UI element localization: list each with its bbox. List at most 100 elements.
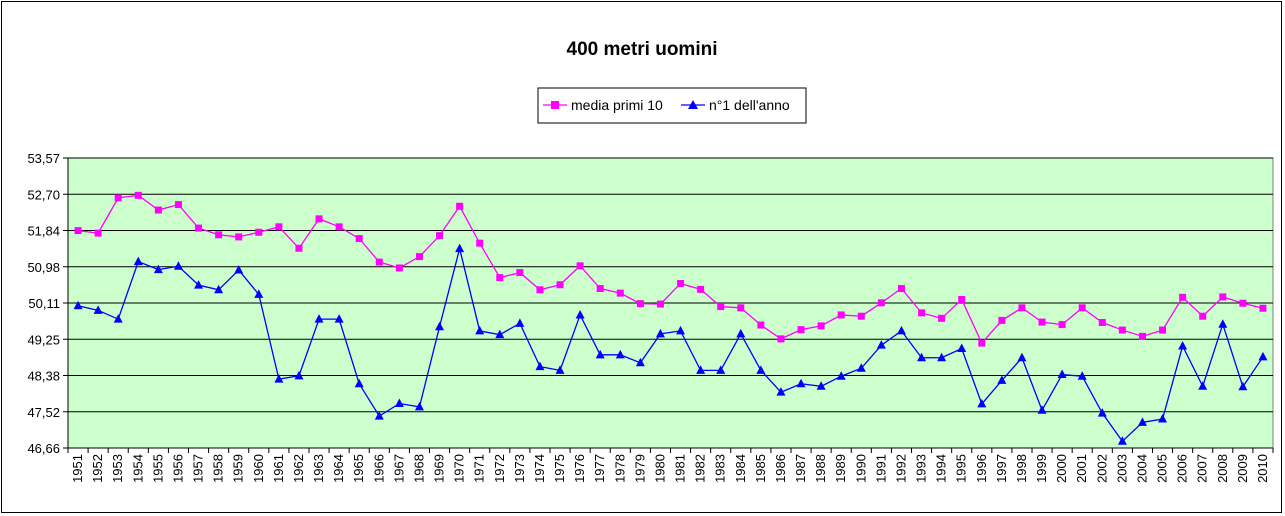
data-point-triangle	[535, 361, 545, 371]
legend-marker-square	[551, 101, 559, 109]
data-point-square	[436, 232, 444, 240]
data-point-square	[134, 191, 142, 199]
data-point-square	[958, 295, 966, 303]
data-point-square	[938, 314, 946, 322]
data-point-triangle	[595, 349, 605, 359]
legend-marker-triangle	[688, 100, 698, 109]
x-tick-label: 1979	[632, 454, 647, 483]
data-point-square	[536, 286, 544, 294]
data-point-triangle	[414, 401, 424, 411]
x-tick-label: 1995	[954, 454, 969, 483]
data-point-square	[918, 309, 926, 317]
data-point-triangle	[696, 365, 706, 374]
data-point-square	[1078, 304, 1086, 312]
x-tick-label: 1971	[472, 454, 487, 483]
x-tick-label: 2005	[1155, 454, 1170, 483]
data-point-triangle	[816, 381, 826, 390]
data-point-square	[395, 264, 403, 272]
data-point-triangle	[133, 256, 143, 266]
data-point-square	[94, 229, 102, 237]
data-point-square	[616, 289, 624, 297]
data-point-square	[275, 223, 283, 231]
data-point-square	[1219, 293, 1227, 301]
data-point-triangle	[214, 284, 224, 294]
x-tick-label: 1993	[914, 454, 929, 483]
data-point-triangle	[113, 314, 123, 323]
data-point-triangle	[1057, 369, 1067, 379]
y-tick-label: 52,70	[27, 187, 60, 202]
x-tick-label: 1953	[110, 454, 125, 483]
x-tick-label: 1973	[512, 454, 527, 483]
x-tick-label: 1988	[813, 454, 828, 483]
data-point-triangle	[254, 289, 264, 298]
data-point-triangle	[776, 387, 786, 396]
x-tick-label: 1985	[753, 454, 768, 483]
data-point-square	[235, 233, 243, 241]
data-point-square	[978, 339, 986, 347]
data-point-square	[877, 299, 885, 307]
data-point-triangle	[495, 329, 505, 339]
data-point-square	[476, 239, 484, 247]
data-point-square	[174, 201, 182, 209]
x-tick-label: 1962	[291, 454, 306, 483]
data-point-square	[576, 262, 584, 270]
data-point-square	[1118, 326, 1126, 334]
data-point-triangle	[234, 265, 244, 274]
data-point-square	[1058, 321, 1066, 329]
data-point-square	[757, 321, 765, 329]
data-point-square	[215, 231, 223, 239]
chart-title: 400 metri uomini	[567, 39, 718, 60]
data-point-triangle	[314, 314, 324, 323]
x-tick-label: 1997	[994, 454, 1009, 483]
x-tick-label: 1952	[90, 454, 105, 483]
data-point-square	[656, 300, 664, 308]
y-tick-label: 48,38	[27, 369, 60, 384]
data-point-triangle	[957, 343, 967, 353]
x-tick-label: 1982	[693, 454, 708, 483]
x-tick-label: 1955	[150, 454, 165, 483]
data-point-triangle	[635, 357, 645, 367]
data-point-square	[1239, 299, 1247, 307]
data-point-triangle	[73, 300, 83, 310]
data-point-triangle	[1158, 414, 1168, 423]
data-point-triangle	[896, 325, 906, 335]
data-point-square	[1159, 326, 1167, 334]
data-point-square	[74, 227, 82, 235]
x-tick-label: 1990	[853, 454, 868, 483]
data-point-square	[315, 215, 323, 223]
data-point-triangle	[1137, 417, 1147, 426]
data-point-square	[1038, 318, 1046, 326]
data-point-triangle	[194, 280, 204, 289]
data-point-triangle	[876, 340, 886, 349]
x-tick-label: 1966	[371, 454, 386, 483]
data-point-square	[195, 224, 203, 232]
data-point-square	[837, 311, 845, 319]
data-point-triangle	[153, 264, 163, 274]
data-point-square	[857, 312, 865, 320]
data-point-triangle	[294, 370, 304, 380]
y-tick-label: 50,11	[28, 296, 60, 311]
x-tick-label: 1987	[793, 454, 808, 483]
x-tick-label: 1969	[432, 454, 447, 483]
data-point-triangle	[515, 318, 525, 327]
data-point-triangle	[997, 375, 1007, 384]
data-point-square	[797, 326, 805, 334]
data-point-square	[737, 304, 745, 312]
x-tick-label: 1981	[673, 454, 688, 483]
data-point-triangle	[374, 411, 384, 420]
data-point-square	[154, 206, 162, 214]
data-point-triangle	[334, 314, 344, 323]
data-point-square	[1259, 304, 1267, 312]
x-tick-label: 1960	[251, 454, 266, 483]
plot-area: 53,57 52,70 51,84 50,98 50,11 49,25 48,38 47,52…	[27, 151, 1274, 483]
data-point-triangle	[173, 261, 183, 270]
data-point-triangle	[1218, 319, 1228, 328]
data-point-triangle	[555, 365, 565, 374]
x-tick-label: 1994	[934, 454, 949, 483]
x-tick-label: 1991	[873, 454, 888, 483]
x-tick-label: 2010	[1255, 454, 1270, 483]
x-tick-label: 1975	[552, 454, 567, 483]
x-tick-label: 2000	[1054, 454, 1069, 483]
